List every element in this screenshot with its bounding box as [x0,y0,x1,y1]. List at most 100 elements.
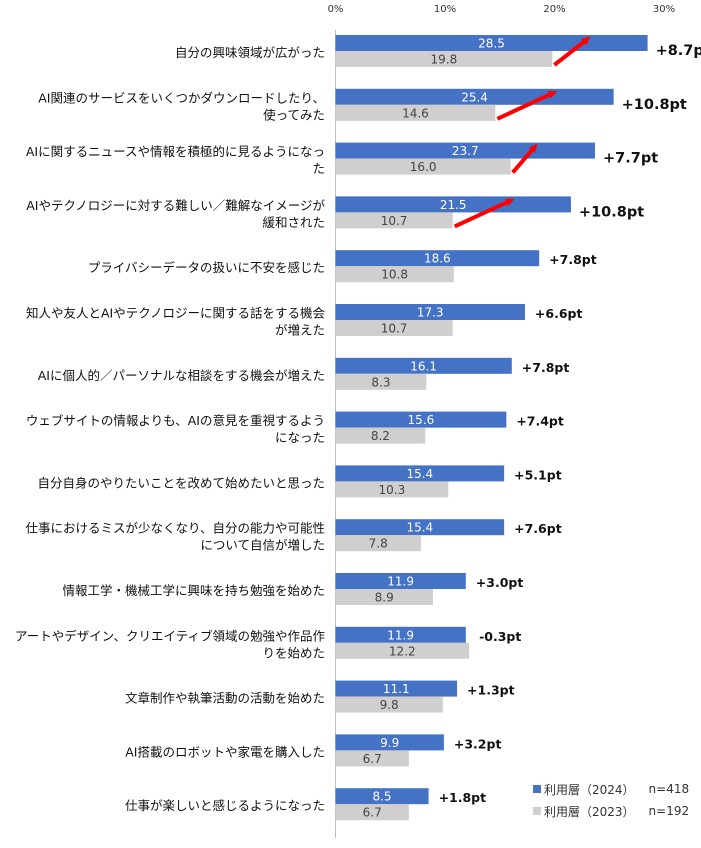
legend-swatch-2023 [533,807,541,815]
bar-2023 [335,696,443,713]
category-row: AIに個人的／パーソナルな相談をする機会が増えた 16.1 8.3 +7.8pt [38,357,569,390]
category-label: 使ってみた [263,107,325,122]
legend-item-2023: 利用層（2023） n=192 [533,800,689,822]
category-label: AI関連のサービスをいくつかダウンロードしたり、 [38,90,325,105]
bar-2023 [335,427,426,444]
value-label-2023: 9.8 [380,698,399,712]
value-label-2024: 25.4 [461,90,488,104]
difference-label: +7.6pt [514,521,562,536]
bar-2024 [335,250,540,267]
value-label-2024: 18.6 [424,252,451,266]
category-row: 自分の興味領域が広がった 28.5 19.8 +8.7pt [175,35,701,67]
value-label-2024: 21.5 [440,198,467,212]
value-label-2024: 15.4 [406,467,433,481]
legend-label-2023: 利用層（2023） [544,804,635,819]
legend-n-2024: n=418 [648,782,690,796]
value-label-2023: 8.2 [371,429,390,443]
x-tick-labels: 0% 10% 20% 30% [328,4,676,15]
value-label-2024: 11.1 [383,682,410,696]
legend-item-2024: 利用層（2024） n=418 [533,778,689,800]
category-label: 仕事におけるミスが少なくなり、自分の能力や可能性 [25,521,325,536]
category-label: AIに関するニュースや情報を積極的に見るようになっ [26,144,325,159]
increase-arrow [511,143,538,174]
bar-2024 [335,304,525,320]
difference-label: +10.8pt [579,204,644,220]
bar-2023 [335,320,453,336]
category-label: 文章制作や執筆活動の活動を始めた [125,691,325,706]
x-tick-label: 20% [543,4,565,15]
value-label-2023: 10.8 [381,268,408,282]
category-label: AIに個人的／パーソナルな相談をする機会が増えた [38,368,325,383]
bar-2023 [335,642,470,659]
difference-label: +10.8pt [622,97,687,113]
difference-label: +7.8pt [549,252,597,267]
x-tick-label: 10% [434,4,456,15]
value-label-2024: 15.4 [406,521,433,535]
category-row: 情報工学・機械工学に興味を持ち勉強を始めた 11.9 8.9 +3.0pt [62,573,523,605]
difference-label: +1.8pt [439,790,487,805]
bar-2023 [335,804,409,821]
increase-arrow [453,198,515,229]
value-label-2024: 15.6 [408,413,435,427]
category-label: 知人や友人とAIやテクノロジーに関する話をする機会 [26,306,325,321]
value-label-2024: 11.9 [387,575,414,589]
value-label-2024: 11.9 [387,628,414,642]
category-label: りを始めた [262,645,325,660]
value-label-2024: 8.5 [372,790,391,804]
bar-2024 [335,734,444,751]
bar-2023 [335,158,511,175]
value-label-2023: 16.0 [410,160,437,174]
category-label: AI搭載のロボットや家電を購入した [125,744,325,759]
increase-arrow [553,36,591,67]
difference-label: +3.0pt [476,575,524,590]
bar-2023 [335,535,421,552]
category-label: 仕事が楽しいと感じるようになった [125,798,325,813]
value-label-2024: 16.1 [410,359,437,373]
bar-2023 [335,104,496,121]
category-row: 仕事が楽しいと感じるようになった 8.5 6.7 +1.8pt [125,788,487,821]
legend-label-2024: 利用層（2024） [544,782,635,797]
category-label: アートやデザイン、クリエイティブ領域の勉強や作品作 [15,628,326,643]
value-label-2023: 7.8 [369,537,388,551]
legend: 利用層（2024） n=418 利用層（2023） n=192 [533,778,689,822]
category-label: が増えた [275,323,325,338]
difference-label: +3.2pt [454,736,502,751]
category-row: 自分自身のやりたいことを改めて始めたいと思った 15.410.3 +5.1pt [37,465,562,498]
bar-2023 [335,373,427,390]
difference-label: +1.3pt [467,683,515,698]
category-label: ウェブサイトの情報よりも、AIの意見を重視するよう [26,413,325,428]
category-label: プライバシーデータの扱いに不安を感じた [88,260,325,275]
bar-2023 [335,212,453,229]
bar-2024 [335,411,507,428]
increase-arrow [496,90,558,121]
legend-swatch-2024 [533,785,541,793]
bar-2024 [335,35,648,51]
category-label: 自分の興味領域が広がった [175,45,325,60]
category-label: た [312,161,325,176]
difference-label: +5.1pt [514,467,562,482]
value-label-2024: 23.7 [452,144,479,158]
bar-2024 [335,357,512,374]
difference-label: -0.3pt [479,629,521,644]
x-tick-label: 30% [653,4,675,15]
bar-2023 [335,589,433,605]
category-row: 文章制作や執筆活動の活動を始めた 11.1 9.8 +1.3pt [125,680,515,713]
category-label: 自分自身のやりたいことを改めて始めたいと思った [37,475,325,490]
bar-2024 [335,465,505,482]
bar-2023 [335,481,449,498]
bar-2023 [335,750,409,767]
category-label: 情報工学・機械工学に興味を持ち勉強を始めた [62,583,325,598]
bar-2024 [335,788,429,805]
value-label-2024: 9.9 [380,736,399,750]
x-tick-label: 0% [328,4,344,15]
bar-2023 [335,266,454,283]
difference-label: +6.6pt [535,306,583,321]
value-label-2023: 6.7 [363,752,382,766]
difference-label: +8.7pt [656,43,701,59]
category-label: AIやテクノロジーに対する難しい／難解なイメージが [26,198,325,213]
